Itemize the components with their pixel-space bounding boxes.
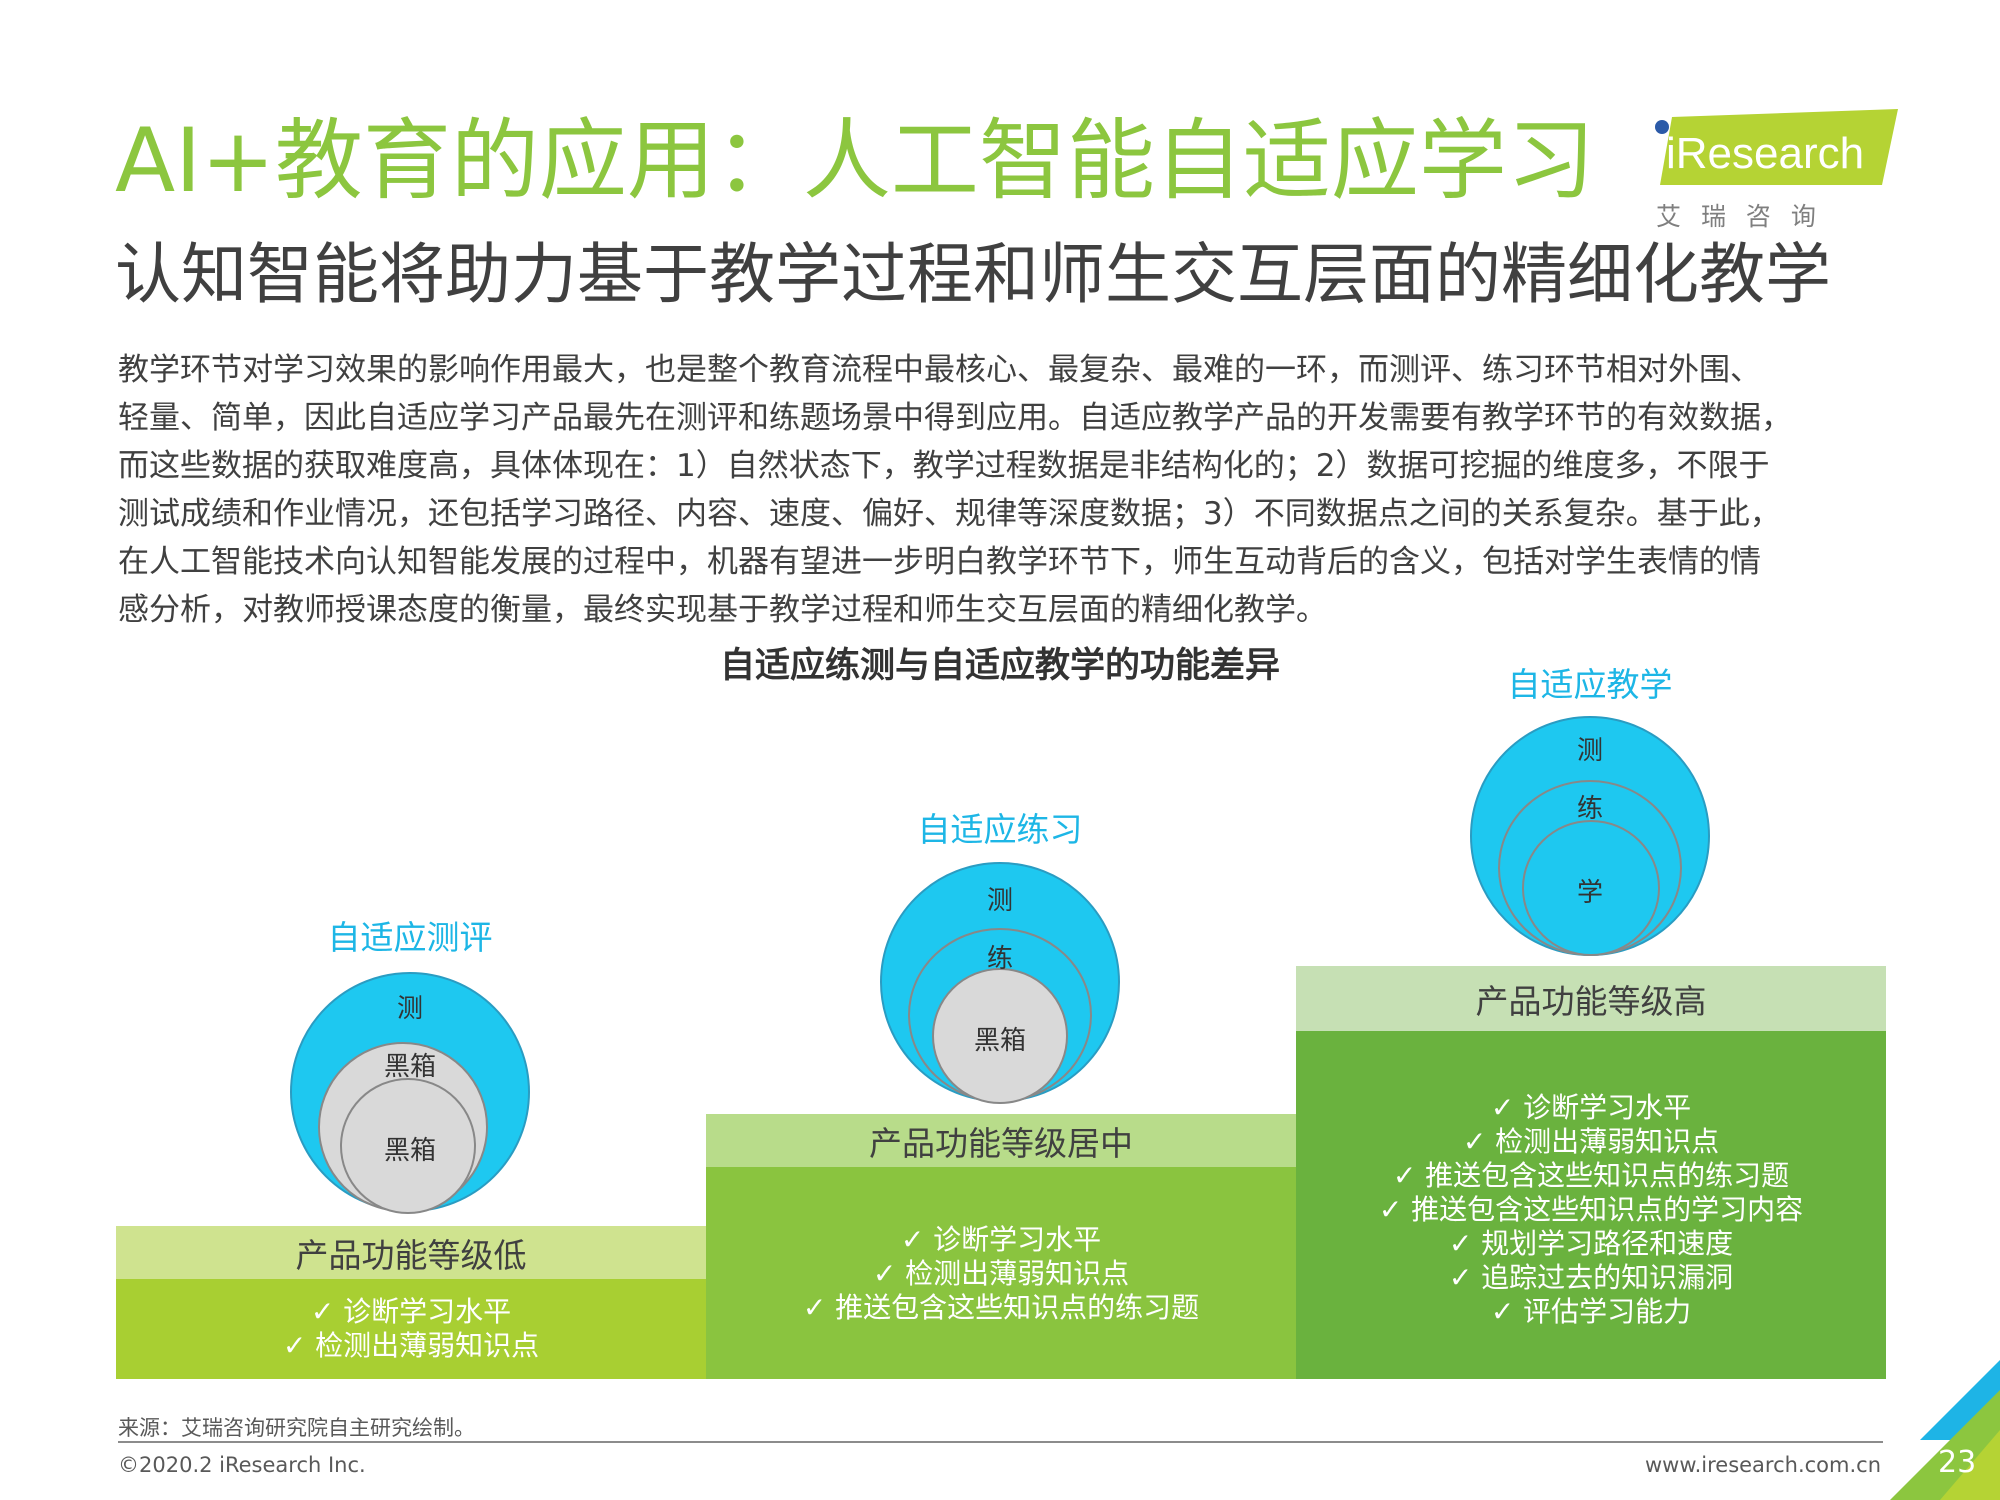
stage-title-practice: 自适应练习 bbox=[917, 810, 1083, 849]
inner-circle bbox=[932, 968, 1068, 1104]
feature-panel-low: ✓ 诊断学习水平 ✓ 检测出薄弱知识点 bbox=[116, 1279, 706, 1379]
feature-item: ✓ 推送包含这些知识点的学习内容 bbox=[1378, 1193, 1804, 1226]
website-link[interactable]: www.iresearch.com.cn bbox=[1645, 1453, 1882, 1477]
feature-item: ✓ 检测出薄弱知识点 bbox=[282, 1329, 540, 1362]
diagram-title: 自适应练测与自适应教学的功能差异 bbox=[719, 646, 1280, 686]
body-line: 测试成绩和作业情况，还包括学习路径、内容、速度、偏好、规律等深度数据；3）不同数… bbox=[118, 496, 1781, 532]
feature-item: ✓ 推送包含这些知识点的练习题 bbox=[802, 1291, 1200, 1324]
feature-item: ✓ 检测出薄弱知识点 bbox=[872, 1257, 1130, 1290]
feature-item: ✓ 诊断学习水平 bbox=[310, 1295, 512, 1328]
page-number: 23 bbox=[1938, 1445, 1977, 1480]
page-subtitle: 认知智能将助力基于教学过程和师生交互层面的精细化教学 bbox=[115, 236, 1831, 313]
feature-item: ✓ 规划学习路径和速度 bbox=[1448, 1227, 1734, 1260]
stage-title-assessment: 自适应测评 bbox=[327, 918, 493, 957]
feature-item: ✓ 诊断学习水平 bbox=[1490, 1091, 1692, 1124]
circle-label-middle: 练 bbox=[986, 944, 1013, 974]
circle-label-outer: 测 bbox=[396, 994, 423, 1024]
source-note: 来源：艾瑞咨询研究院自主研究绘制。 bbox=[118, 1416, 475, 1440]
level-band-mid: 产品功能等级居中 bbox=[706, 1114, 1296, 1167]
feature-item: ✓ 评估学习能力 bbox=[1490, 1295, 1692, 1328]
circle-label-inner: 黑箱 bbox=[383, 1136, 436, 1166]
corner-triangle-decoration bbox=[1890, 1360, 2000, 1500]
logo-chinese-text: 艾 瑞 咨 询 bbox=[1656, 202, 1822, 231]
circle-label-inner: 学 bbox=[1576, 878, 1603, 908]
feature-item: ✓ 推送包含这些知识点的练习题 bbox=[1392, 1159, 1790, 1192]
feature-item: ✓ 检测出薄弱知识点 bbox=[1462, 1125, 1720, 1158]
circle-label-outer: 测 bbox=[1576, 736, 1603, 766]
iresearch-logo: iResearch 艾 瑞 咨 询 bbox=[1655, 109, 1898, 231]
level-band-high: 产品功能等级高 bbox=[1296, 966, 1886, 1031]
body-line: 感分析，对教师授课态度的衡量，最终实现基于教学过程和师生交互层面的精细化教学。 bbox=[118, 592, 1327, 628]
inner-circle bbox=[1522, 820, 1660, 956]
circle-label-middle: 黑箱 bbox=[383, 1052, 436, 1082]
body-line: 在人工智能技术向认知智能发展的过程中，机器有望进一步明白教学环节下，师生互动背后… bbox=[118, 544, 1761, 580]
inner-circle bbox=[340, 1078, 476, 1214]
feature-item: ✓ 追踪过去的知识漏洞 bbox=[1448, 1261, 1734, 1294]
circle-label-outer: 测 bbox=[986, 886, 1013, 916]
feature-item: ✓ 诊断学习水平 bbox=[900, 1223, 1102, 1256]
page-title: AI+教育的应用：人工智能自适应学习 bbox=[115, 109, 1595, 212]
level-band-low: 产品功能等级低 bbox=[116, 1226, 706, 1279]
stage-title-teaching: 自适应教学 bbox=[1507, 665, 1673, 704]
body-line: 而这些数据的获取难度高，具体体现在：1）自然状态下，教学过程数据是非结构化的；2… bbox=[118, 448, 1770, 484]
copyright-text: ©2020.2 iResearch Inc. bbox=[118, 1453, 366, 1477]
body-line: 轻量、简单，因此自适应学习产品最先在测评和练题场景中得到应用。自适应教学产品的开… bbox=[118, 400, 1792, 436]
feature-panel-high: ✓ 诊断学习水平 ✓ 检测出薄弱知识点 ✓ 推送包含这些知识点的练习题 ✓ 推送… bbox=[1296, 1031, 1886, 1379]
feature-panel-mid: ✓ 诊断学习水平 ✓ 检测出薄弱知识点 ✓ 推送包含这些知识点的练习题 bbox=[706, 1167, 1296, 1379]
footer-divider bbox=[118, 1441, 1883, 1443]
logo-brand-text: iResearch bbox=[1666, 129, 1864, 178]
circle-label-middle: 练 bbox=[1576, 794, 1603, 824]
circle-label-inner: 黑箱 bbox=[973, 1026, 1026, 1056]
body-line: 教学环节对学习效果的影响作用最大，也是整个教育流程中最核心、最复杂、最难的一环，… bbox=[118, 352, 1761, 388]
